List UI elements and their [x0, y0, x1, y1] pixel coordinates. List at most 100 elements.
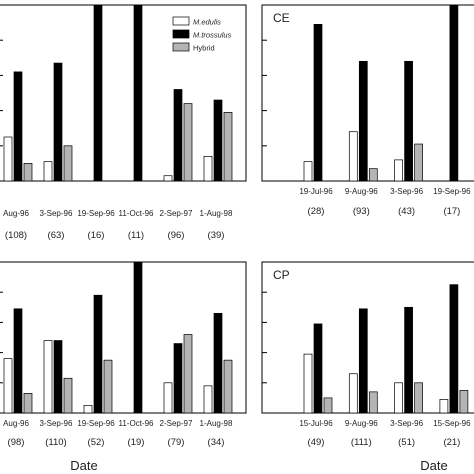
x-tick-label: 1-Aug-98 [200, 209, 233, 218]
x-tick-label: 19-Sep-96 [433, 187, 471, 196]
bar-m-edulis [43, 161, 53, 182]
bar-m-edulis [439, 399, 449, 414]
bar-hybrid [183, 334, 193, 414]
chart-panel-2: CE 19-Jul-96 (28) 9-Aug-96 (93) 3-Sep-96 (43) 1… [261, 4, 474, 217]
sample-size-label: (16) [88, 230, 105, 241]
bar-m-trossulus [173, 89, 183, 182]
sample-size-label: (96) [168, 230, 185, 241]
x-axis-label: Date [420, 458, 447, 473]
x-tick-label: 1-Aug-98 [200, 419, 233, 428]
x-tick-label: 15-Jul-96 [299, 419, 333, 428]
bar-m-trossulus [213, 312, 223, 414]
sample-size-label: (79) [168, 437, 185, 448]
bar-m-edulis [163, 175, 173, 182]
sample-size-label: (28) [308, 206, 325, 217]
sample-size-label: (39) [208, 230, 225, 241]
bar-m-trossulus [53, 340, 63, 414]
bar-m-edulis [163, 382, 173, 414]
x-tick-label: 3-Sep-96 [40, 209, 73, 218]
legend-entry-label: M.edulis [193, 18, 221, 27]
bar-hybrid [223, 112, 233, 182]
panel-frame [261, 261, 474, 414]
bar-m-edulis [203, 156, 213, 182]
x-tick-label: 19-Sep-96 [77, 419, 115, 428]
bar-m-edulis [203, 385, 213, 414]
bar-m-trossulus [173, 343, 183, 414]
x-tick-label: 15-Sep-96 [433, 419, 471, 428]
sample-size-label: (49) [308, 437, 325, 448]
bar-m-trossulus [13, 71, 23, 182]
bar-hybrid [63, 377, 73, 414]
x-tick-label: Aug-96 [3, 419, 29, 428]
panel-frame [0, 4, 247, 182]
x-tick-label: 11-Oct-96 [119, 419, 155, 428]
bar-m-trossulus [93, 294, 103, 414]
panel-frame [261, 4, 474, 182]
sample-size-label: (93) [353, 206, 370, 217]
bar-m-edulis [348, 373, 358, 414]
bar-hybrid [183, 103, 193, 182]
x-tick-label: 3-Sep-96 [390, 187, 423, 196]
bar-m-trossulus [13, 308, 23, 414]
bar-m-trossulus [313, 323, 323, 414]
bar-m-edulis [3, 358, 13, 414]
x-tick-label: Aug-96 [3, 209, 29, 218]
x-tick-label: 19-Jul-96 [299, 187, 333, 196]
bar-m-edulis [303, 161, 313, 182]
panel-frame [0, 261, 247, 414]
x-tick-label: 2-Sep-97 [160, 209, 193, 218]
sample-size-label: (52) [88, 437, 105, 448]
x-tick-label: 3-Sep-96 [390, 419, 423, 428]
bar-m-trossulus [358, 308, 368, 414]
bar-m-trossulus [213, 99, 223, 182]
bar-hybrid [63, 145, 73, 182]
x-axis-label: Date [70, 458, 97, 473]
x-tick-label: 3-Sep-96 [40, 419, 73, 428]
bar-m-trossulus [404, 306, 413, 414]
legend-swatch [172, 42, 190, 52]
bar-m-edulis [83, 405, 93, 414]
bar-hybrid [23, 163, 33, 182]
bar-hybrid [368, 168, 378, 182]
bar-m-trossulus [133, 261, 143, 414]
bar-hybrid [414, 143, 423, 182]
panel-label: CP [273, 268, 290, 282]
legend: M.edulis M.trossulus Hybrid [172, 16, 232, 53]
sample-size-label: (17) [443, 206, 460, 217]
legend-entry-label: M.trossulus [193, 31, 232, 40]
chart-panel-3: Aug-96 (98) 3-Sep-96 (110) 19-Sep-96 (52) 11-O… [0, 261, 247, 473]
bar-m-trossulus [449, 4, 459, 182]
x-tick-label: 2-Sep-97 [160, 419, 193, 428]
bar-m-edulis [394, 159, 403, 182]
bar-m-edulis [3, 136, 13, 182]
sample-size-label: (98) [8, 437, 25, 448]
bar-m-trossulus [358, 60, 368, 182]
bar-m-edulis [303, 353, 313, 414]
bar-hybrid [223, 359, 233, 414]
bar-m-edulis [348, 131, 358, 182]
legend-swatch [172, 16, 190, 26]
bar-m-edulis [43, 340, 53, 414]
bar-hybrid [23, 393, 33, 414]
bar-hybrid [323, 397, 333, 414]
chart-panel-4: CP 15-Jul-96 (49) 9-Aug-96 (111) 3-Sep-96 (51)… [261, 261, 474, 473]
bar-m-trossulus [133, 4, 143, 182]
x-tick-label: 19-Sep-96 [77, 209, 115, 218]
sample-size-label: (111) [351, 437, 372, 448]
sample-size-label: (19) [128, 437, 145, 448]
legend-entry-label: Hybrid [193, 44, 215, 53]
sample-size-label: (63) [48, 230, 65, 241]
bar-hybrid [414, 382, 423, 414]
sample-size-label: (34) [208, 437, 225, 448]
x-tick-label: 9-Aug-96 [345, 187, 378, 196]
bar-hybrid [103, 359, 113, 414]
bar-m-trossulus [93, 4, 103, 182]
bar-m-trossulus [53, 62, 63, 182]
sample-size-label: (108) [5, 230, 27, 241]
legend-swatch [172, 29, 190, 39]
bar-m-trossulus [449, 284, 459, 414]
sample-size-label: (11) [128, 230, 144, 241]
bar-m-edulis [394, 382, 403, 414]
sample-size-label: (51) [398, 437, 415, 448]
